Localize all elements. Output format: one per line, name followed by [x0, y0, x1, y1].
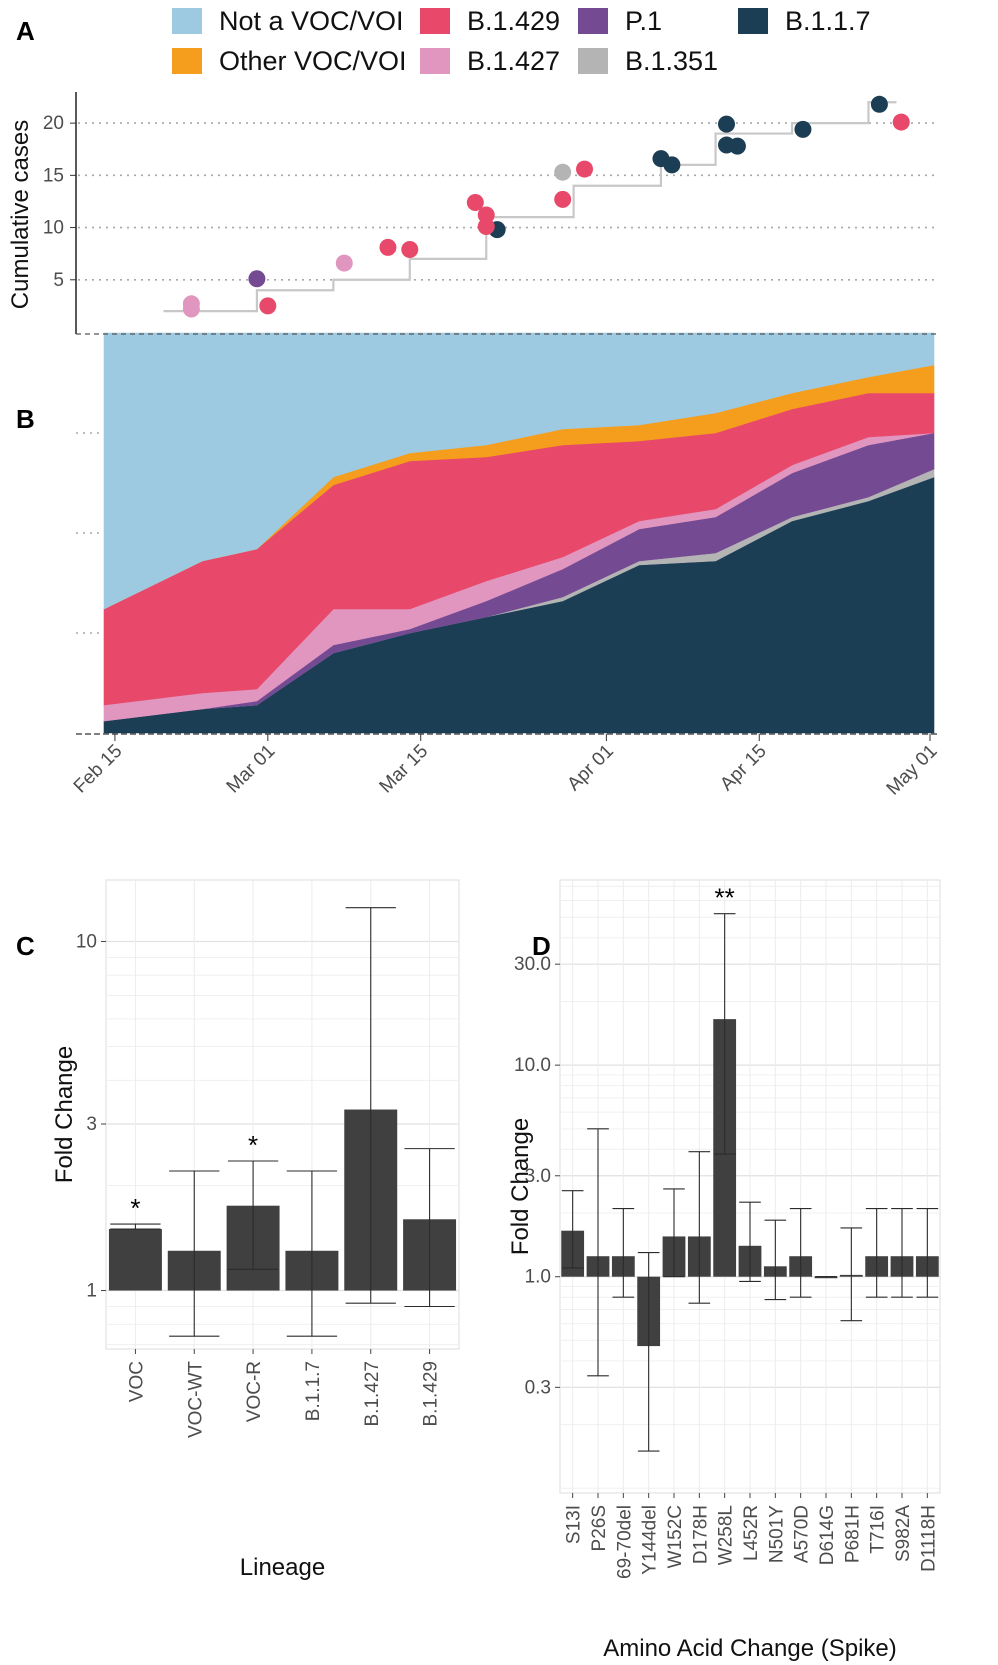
panel-d-xtick-label-w258l: W258L: [716, 1505, 737, 1565]
legend-swatch-b-1-1-7: [738, 8, 768, 34]
panel-a-ytick-label: 20: [43, 113, 64, 134]
panel-a-point-p-1: [248, 270, 266, 288]
panel-c-ytick-label: 10: [76, 931, 97, 952]
legend-swatch-other-voc-voi: [172, 48, 202, 74]
legend: Not a VOC/VOI Other VOC/VOI B.1.429 B.1.427…: [172, 6, 871, 76]
legend-swatch-b-1-429: [420, 8, 450, 34]
panel-c-xtick-label-b-1-1-7: B.1.1.7: [303, 1361, 324, 1421]
panel-d-xtick-label-w152c: W152C: [665, 1505, 686, 1568]
panel-d-xtick-label-l452r: L452R: [741, 1505, 762, 1561]
legend-label-b-1-429: B.1.429: [467, 6, 560, 36]
panel-a-point-b-1-429: [477, 218, 495, 236]
panel-a-point-b-1-1-7: [728, 137, 746, 155]
legend-label-b-1-1-7: B.1.1.7: [785, 6, 871, 36]
panel-d-xtick-label-s982a: S982A: [893, 1505, 914, 1562]
date-axis-label: Apr 15: [716, 741, 770, 795]
panel-label-a: A: [16, 16, 35, 46]
panel-c-bar-chart: 1 3 10 * VOC VOC-WT * VOC-R B.1.1.7 B.1.427 B.1.42…: [51, 879, 460, 1581]
panel-d-xtick-label-d1118h: D1118H: [918, 1505, 939, 1572]
legend-label-other-voc-voi: Other VOC/VOI: [219, 46, 407, 76]
panel-a-point-b-1-429: [379, 238, 397, 256]
panel-label-d: D: [532, 931, 551, 961]
legend-swatch-p-1: [578, 8, 608, 34]
panel-a-cumulative-step-line: [163, 101, 897, 313]
panel-d-xtick-label-y144del: Y144del: [640, 1505, 661, 1575]
panel-c-xtick-label-voc: VOC: [126, 1361, 147, 1402]
date-axis-label: Apr 01: [563, 741, 617, 795]
panel-c-xtick-label-b-1-429: B.1.429: [421, 1361, 442, 1427]
panel-c-x-axis-title: Lineage: [240, 1554, 325, 1581]
panel-d-xtick-label-a570d: A570D: [792, 1505, 813, 1563]
legend-label-not-a-voc-voi: Not a VOC/VOI: [219, 6, 404, 36]
panel-b-area-chart: [76, 332, 940, 735]
panel-a-point-b-1-351: [554, 163, 572, 181]
panel-a-point-b-1-427: [335, 254, 353, 272]
legend-swatch-b-1-351: [578, 48, 608, 74]
panel-a-point-b-1-429: [892, 113, 910, 131]
legend-label-b-1-427: B.1.427: [467, 46, 560, 76]
panel-d-ytick-label: 0.3: [525, 1377, 551, 1398]
panel-a-y-axis-title: Cumulative cases: [7, 120, 34, 309]
panel-c-plot-background: [105, 879, 460, 1350]
panel-d-bar-d614g: [814, 1276, 838, 1279]
panel-a-point-b-1-429: [259, 297, 277, 315]
panel-label-c: C: [16, 931, 35, 961]
panel-c-ytick-label: 3: [86, 1114, 97, 1135]
panel-a-point-b-1-429: [576, 160, 594, 178]
panel-d-bar-chart: 0.3 1.0 3.0 10.0 30.0 S13I P26S 69-70del Y144del…: [507, 879, 941, 1662]
panel-d-ytick-label: 3.0: [525, 1166, 551, 1187]
panel-b-date-axis: Feb 15 Mar 01 Mar 15 Apr 01 Apr 15 May 01: [70, 734, 942, 800]
panel-a-ytick-label: 5: [53, 270, 64, 291]
panel-c-xtick-label-voc-wt: VOC-WT: [185, 1361, 206, 1438]
panel-a-point-b-1-1-7: [718, 115, 735, 133]
panel-d-ytick-label: 30.0: [514, 954, 551, 975]
date-axis-label: Mar 01: [223, 741, 280, 798]
date-axis-label: Feb 15: [70, 741, 127, 798]
panel-a-point-b-1-1-7: [663, 156, 681, 174]
panel-a-point-b-1-429: [401, 240, 419, 258]
panel-a-point-b-1-429: [554, 190, 572, 208]
panel-d-significance-w258l: **: [715, 883, 735, 913]
legend-label-b-1-351: B.1.351: [625, 46, 718, 76]
panel-d-xtick-label-69-70del: 69-70del: [614, 1505, 635, 1579]
panel-a-ytick-label: 10: [43, 218, 64, 239]
panel-d-y-axis-title: Fold Change: [507, 1118, 534, 1255]
panel-a-point-b-1-1-7: [794, 120, 812, 138]
panel-a-point-b-1-429: [466, 193, 484, 211]
panel-d-xtick-label-n501y: N501Y: [766, 1505, 787, 1563]
date-axis-label: May 01: [883, 741, 942, 800]
panel-d-xtick-label-d614g: D614G: [817, 1505, 838, 1565]
panel-d-xtick-label-p26s: P26S: [589, 1505, 610, 1551]
panel-c-ytick-label: 1: [86, 1281, 97, 1302]
panel-d-xtick-label-t716i: T716I: [868, 1505, 889, 1554]
panel-c-significance-voc: *: [130, 1193, 140, 1223]
panel-c-xtick-label-voc-r: VOC-R: [244, 1361, 265, 1422]
panel-d-ytick-label: 1.0: [525, 1267, 551, 1288]
panel-b-area-not-a-voc-voi: [103, 332, 935, 610]
panel-d-ytick-label: 10.0: [514, 1055, 551, 1076]
date-axis-label: Mar 15: [376, 741, 433, 798]
panel-label-b: B: [16, 404, 35, 434]
panel-d-xtick-label-s13i: S13I: [564, 1505, 585, 1544]
panel-d-xtick-label-d178h: D178H: [690, 1505, 711, 1564]
panel-a-scatter-chart: 5 10 15 20 Cumulative cases: [7, 92, 940, 335]
legend-swatch-b-1-427: [420, 48, 450, 74]
panel-d-xtick-label-p681h: P681H: [842, 1505, 863, 1563]
panel-c-y-axis-title: Fold Change: [51, 1046, 78, 1183]
panel-a-point-b-1-1-7: [870, 95, 888, 113]
panel-d-x-axis-title: Amino Acid Change (Spike): [603, 1635, 896, 1662]
panel-a-point-b-1-427: [182, 300, 200, 318]
panel-c-bar-voc: [108, 1229, 162, 1291]
panel-c-xtick-label-b-1-427: B.1.427: [362, 1361, 383, 1427]
panel-c-significance-voc-r: *: [248, 1130, 258, 1160]
panel-a-ytick-label: 15: [43, 165, 64, 186]
legend-label-p-1: P.1: [625, 6, 662, 36]
legend-swatch-not-a-voc-voi: [172, 8, 202, 34]
